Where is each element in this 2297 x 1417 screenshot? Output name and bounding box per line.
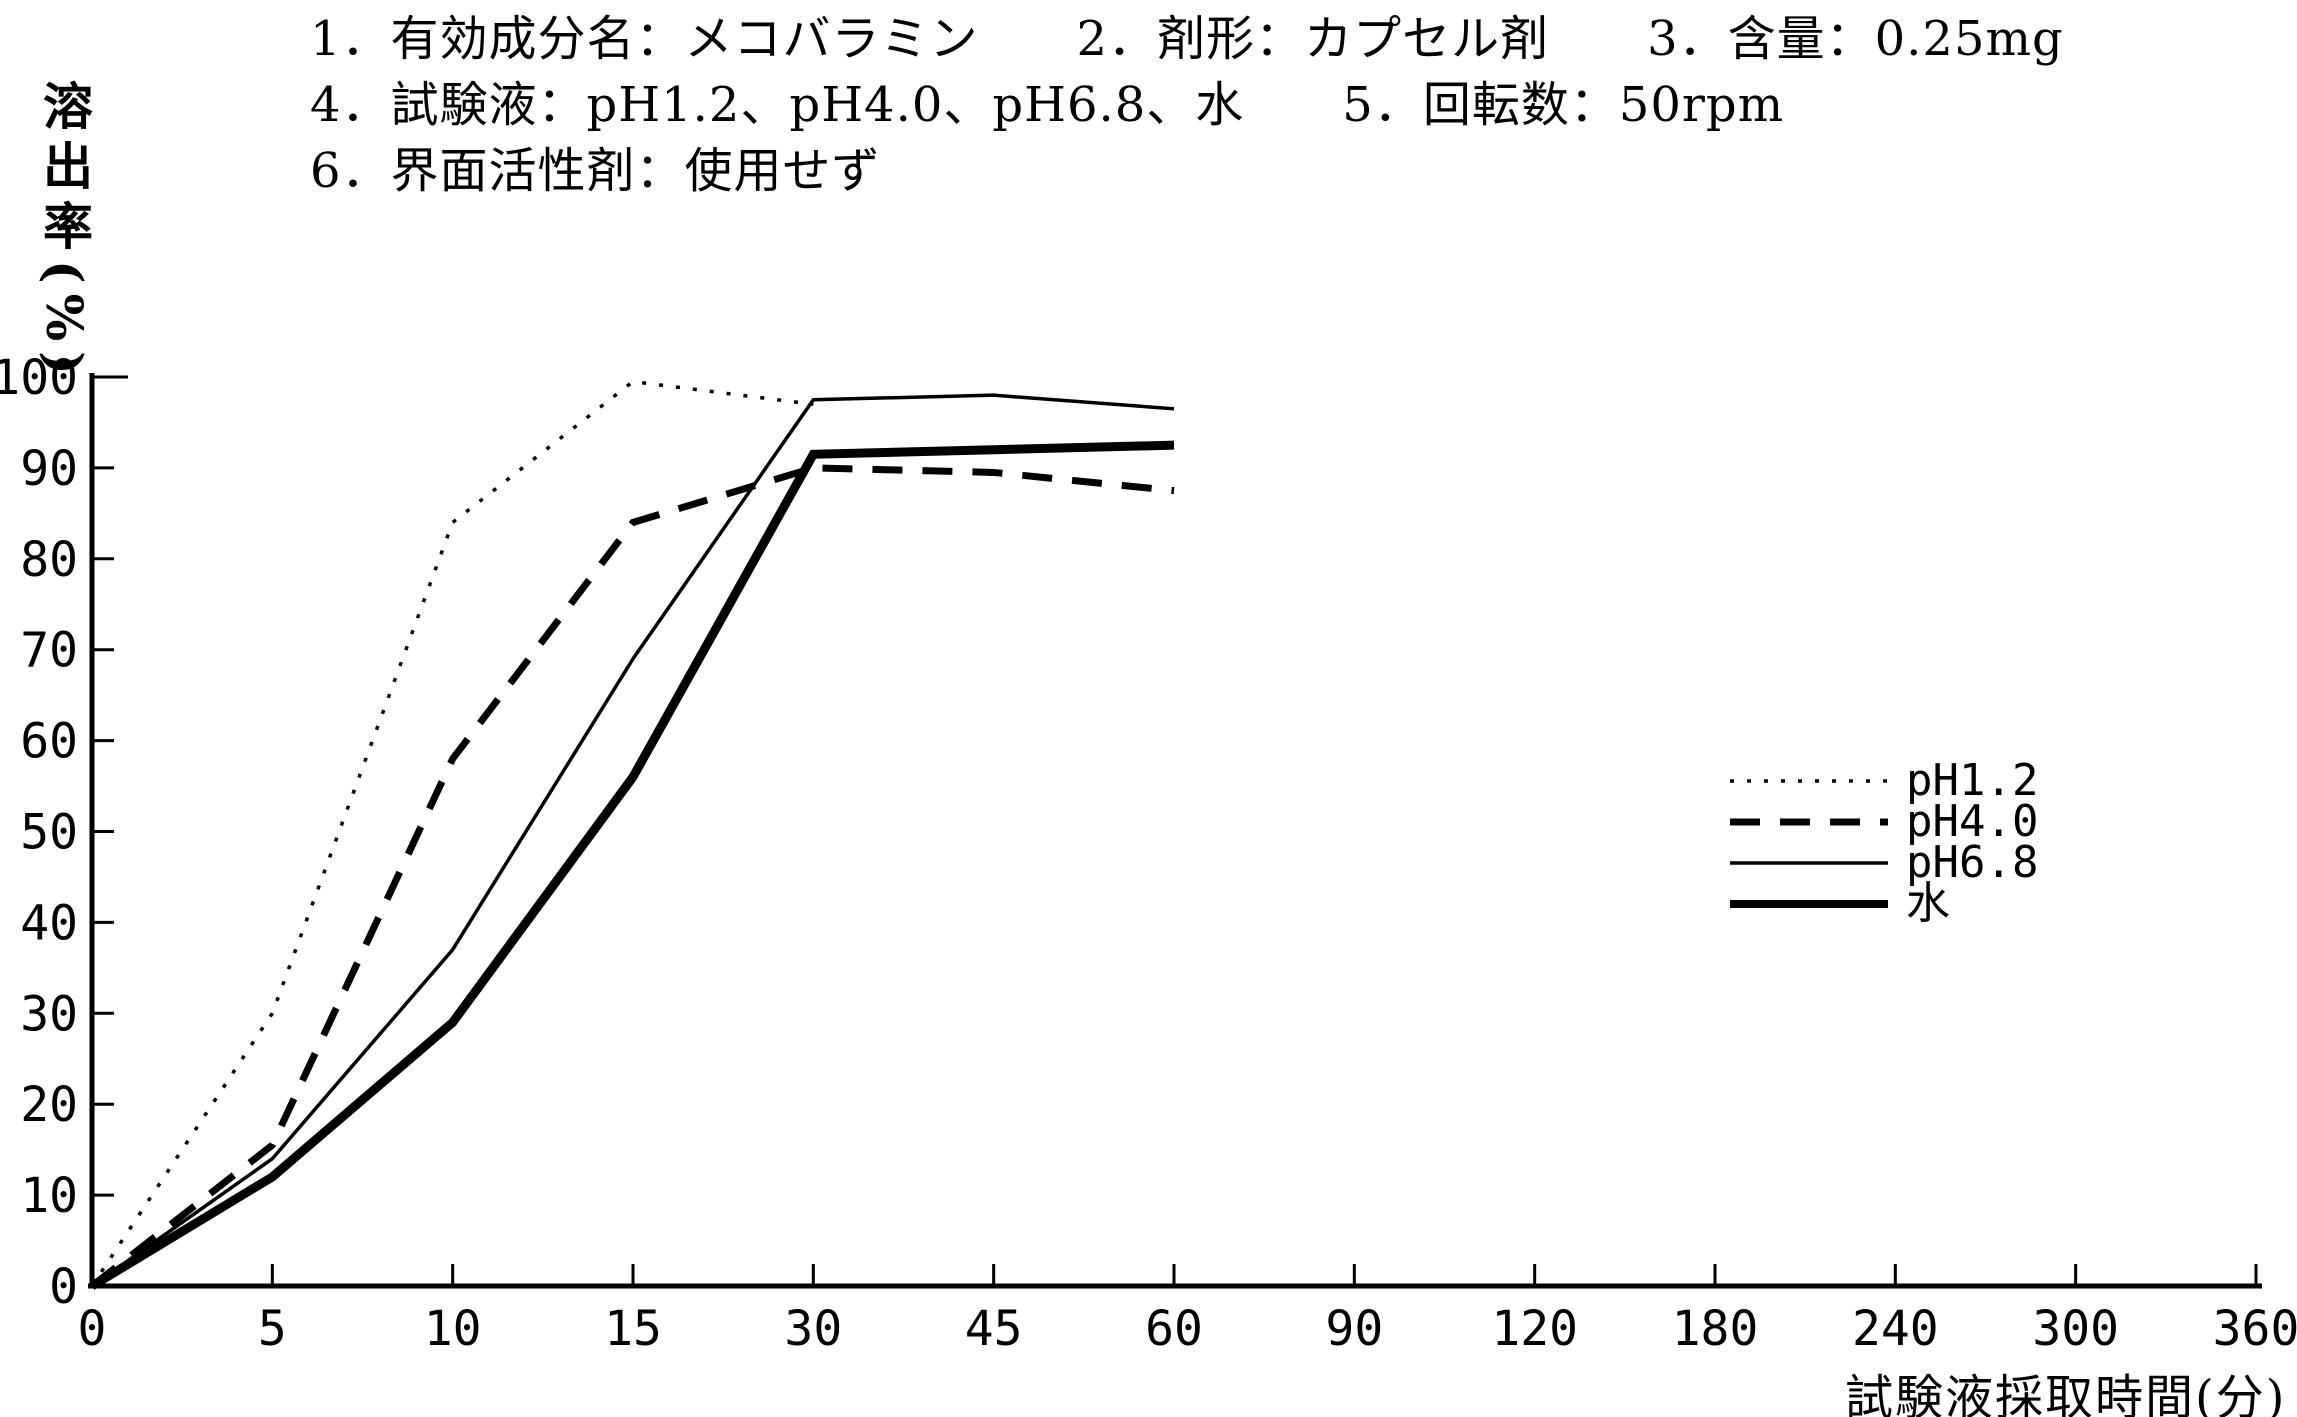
condition-line-1: 1．有効成分名：メコバラミン 2．剤形：カプセル剤 3．含量：0.25mg [310, 11, 2064, 67]
x-tick-label-10: 10 [424, 1301, 482, 1357]
legend-label-水: 水 [1906, 878, 1950, 929]
condition-line-3: 6．界面活性剤：使用せず [310, 143, 881, 199]
y-tick-label-40: 40 [20, 895, 78, 951]
x-tick-label-15: 15 [604, 1301, 662, 1357]
x-tick-label-300: 300 [2032, 1301, 2119, 1357]
x-tick-label-180: 180 [1672, 1301, 1759, 1357]
y-tick-label-90: 90 [20, 441, 78, 497]
x-tick-label-240: 240 [1852, 1301, 1939, 1357]
y-tick-label-100: 100 [0, 350, 78, 406]
legend: pH1.2 pH4.0 pH6.8 水 [1730, 755, 2039, 929]
x-tick-label-5: 5 [258, 1301, 287, 1357]
series-line-pH4.0 [89, 464, 1175, 1289]
x-axis-title: 試験液採取時間(分) [1845, 1370, 2287, 1417]
test-conditions-block: 1．有効成分名：メコバラミン 2．剤形：カプセル剤 3．含量：0.25mg 4．… [310, 6, 2064, 204]
x-tick-label-90: 90 [1325, 1301, 1383, 1357]
condition-line-2: 4．試験液：pH1.2、pH4.0、pH6.8、水 5．回転数：50rpm [310, 77, 1785, 133]
y-axis-title: 溶出率(%) [35, 80, 94, 385]
legend-label-pH4.0: pH4.0 [1906, 796, 2039, 847]
series-line-水 [89, 440, 1175, 1290]
y-tick-label-10: 10 [20, 1168, 78, 1224]
y-tick-label-0: 0 [49, 1259, 78, 1315]
x-tick-label-0: 0 [78, 1301, 107, 1357]
legend-item-pH1.2: pH1.2 [1730, 755, 2039, 806]
x-tick-label-120: 120 [1491, 1301, 1578, 1357]
series-line-pH6.8 [90, 393, 1175, 1288]
legend-item-水: 水 [1730, 878, 2038, 929]
y-tick-label-50: 50 [20, 805, 78, 861]
y-tick-label-60: 60 [20, 714, 78, 770]
legend-line-sample-pH4.0 [1730, 818, 1888, 825]
y-tick-label-20: 20 [20, 1077, 78, 1133]
legend-label-pH6.8: pH6.8 [1906, 837, 2039, 888]
x-tick-label-360: 360 [2213, 1301, 2297, 1357]
legend-line-sample-pH1.2 [1730, 778, 1888, 783]
legend-line-sample-水 [1730, 899, 1888, 908]
x-tick-label-30: 30 [784, 1301, 842, 1357]
legend-label-pH1.2: pH1.2 [1906, 755, 2039, 806]
legend-item-pH4.0: pH4.0 [1730, 796, 2039, 847]
x-tick-label-60: 60 [1145, 1301, 1203, 1357]
y-tick-label-70: 70 [20, 623, 78, 679]
series-line-pH1.2 [90, 379, 814, 1287]
legend-line-sample-pH6.8 [1730, 860, 1888, 865]
legend-item-pH6.8: pH6.8 [1730, 837, 2039, 888]
x-tick-label-45: 45 [965, 1301, 1023, 1357]
y-tick-label-80: 80 [20, 532, 78, 588]
y-tick-label-30: 30 [20, 986, 78, 1042]
